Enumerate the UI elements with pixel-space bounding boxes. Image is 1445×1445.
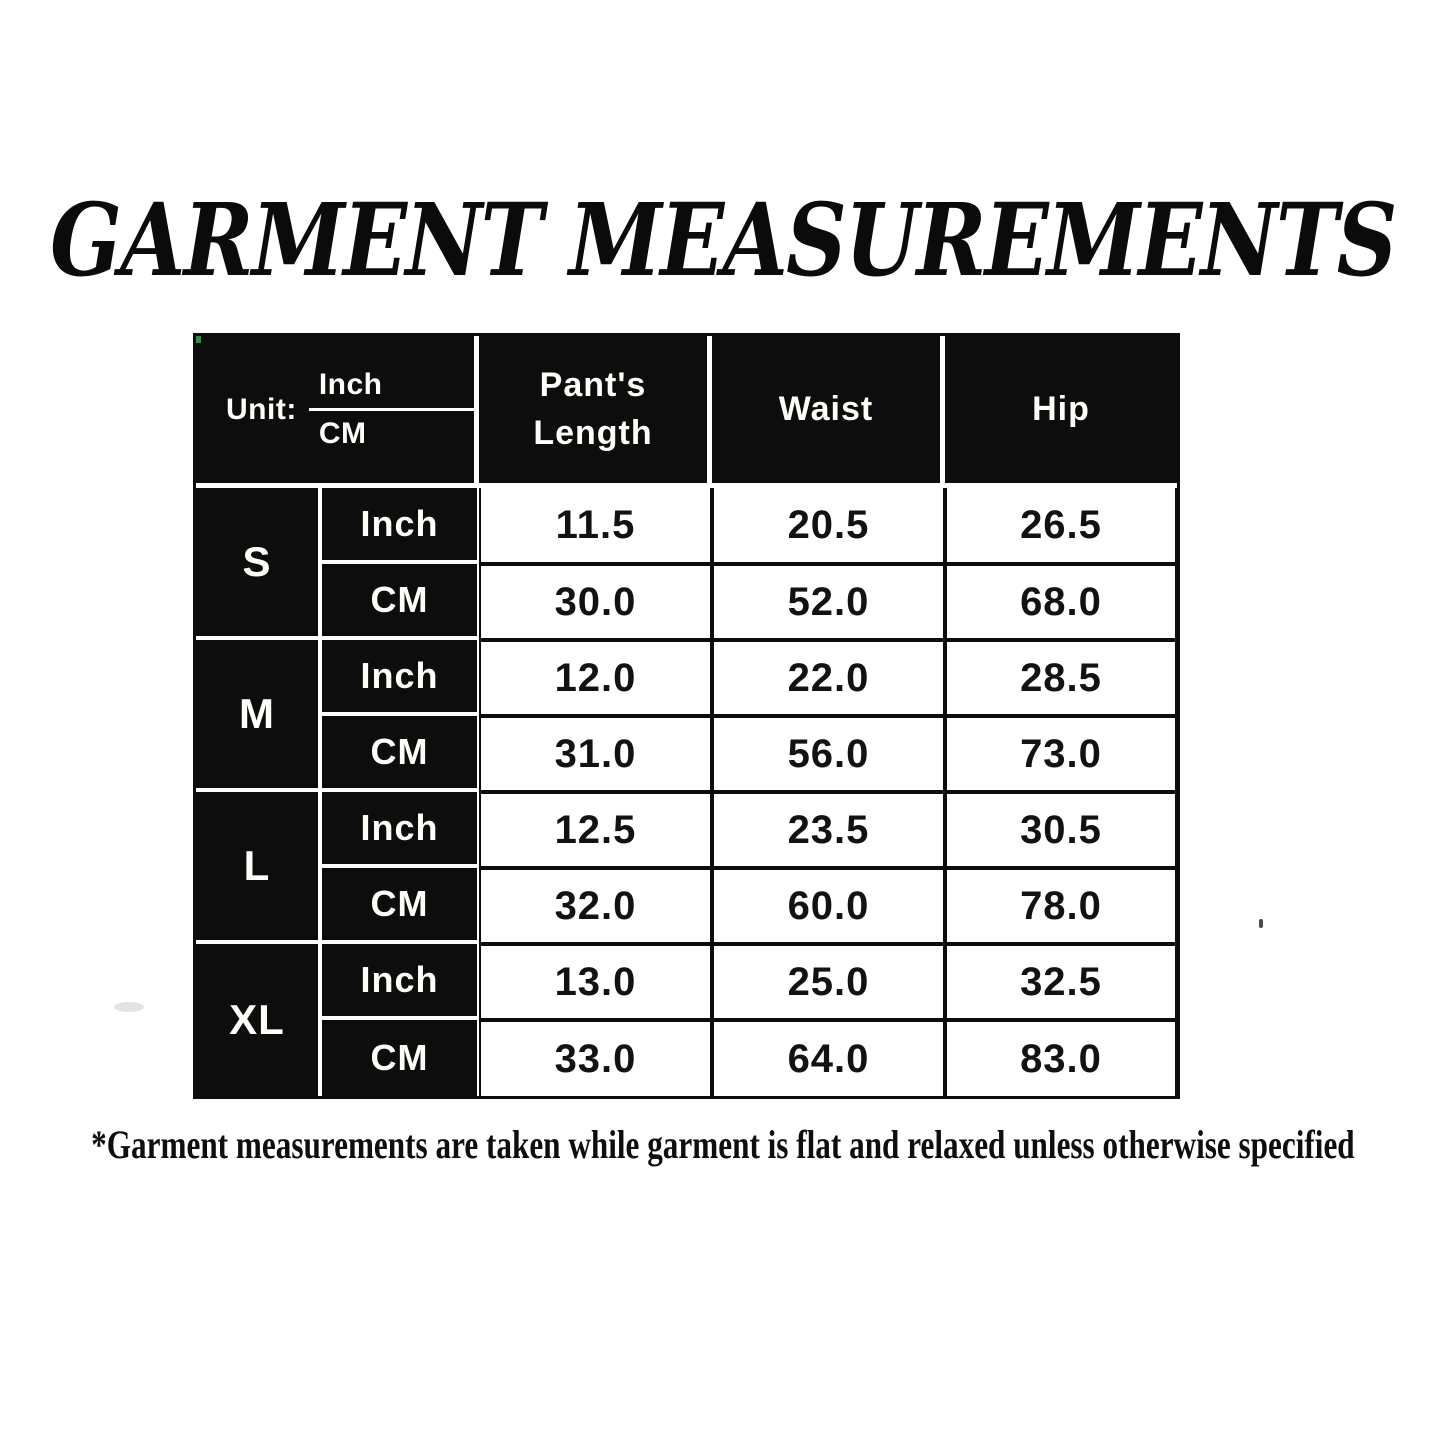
size-cell-m: M bbox=[196, 640, 322, 792]
measurement-cell: 60.0 bbox=[712, 868, 945, 944]
unit-fraction: Inch CM bbox=[308, 368, 474, 451]
title-row: GARMENT MEASUREMENTS bbox=[0, 181, 1445, 299]
footnote: *Garment measurements are taken while ga… bbox=[90, 1122, 1355, 1167]
measurement-cell: 68.0 bbox=[945, 564, 1177, 640]
unit-label-cm: CM bbox=[322, 1020, 479, 1096]
measurement-cell: 28.5 bbox=[945, 640, 1177, 716]
measurement-cell: 30.0 bbox=[479, 564, 712, 640]
garment-measurements-table: Unit: Inch CM Pant's Length Waist Hip S … bbox=[193, 333, 1180, 1099]
measurement-cell: 33.0 bbox=[479, 1020, 712, 1096]
unit-label-inch: Inch bbox=[322, 792, 479, 868]
measurement-cell: 64.0 bbox=[712, 1020, 945, 1096]
unit-label: Unit: bbox=[226, 392, 297, 426]
measurement-cell: 11.5 bbox=[479, 488, 712, 564]
footnote-row: *Garment measurements are taken while ga… bbox=[0, 1121, 1445, 1168]
measurement-cell: 31.0 bbox=[479, 716, 712, 792]
measurement-cell: 56.0 bbox=[712, 716, 945, 792]
unit-fraction-cm: CM bbox=[318, 417, 367, 450]
measurement-cell: 12.5 bbox=[479, 792, 712, 868]
measurement-cell: 52.0 bbox=[712, 564, 945, 640]
column-header-hip: Hip bbox=[945, 336, 1177, 488]
size-cell-l: L bbox=[196, 792, 322, 944]
column-header-waist: Waist bbox=[712, 336, 945, 488]
column-header-pants-length: Pant's Length bbox=[479, 336, 712, 488]
measurement-cell: 73.0 bbox=[945, 716, 1177, 792]
size-cell-s: S bbox=[196, 488, 322, 640]
measurement-cell: 83.0 bbox=[945, 1020, 1177, 1096]
unit-fraction-inch: Inch bbox=[308, 368, 474, 411]
measurement-cell: 32.5 bbox=[945, 944, 1177, 1020]
scan-artifact bbox=[196, 336, 201, 343]
unit-label-inch: Inch bbox=[322, 640, 479, 716]
unit-header-cell: Unit: Inch CM bbox=[196, 336, 479, 488]
measurement-cell: 20.5 bbox=[712, 488, 945, 564]
unit-label-cm: CM bbox=[322, 868, 479, 944]
unit-label-cm: CM bbox=[322, 564, 479, 640]
scan-artifact bbox=[114, 1002, 144, 1012]
measurement-cell: 78.0 bbox=[945, 868, 1177, 944]
measurement-cell: 23.5 bbox=[712, 792, 945, 868]
scan-artifact bbox=[1259, 919, 1263, 928]
measurement-cell: 13.0 bbox=[479, 944, 712, 1020]
unit-label-inch: Inch bbox=[322, 944, 479, 1020]
measurement-cell: 32.0 bbox=[479, 868, 712, 944]
measurement-cell: 25.0 bbox=[712, 944, 945, 1020]
measurement-cell: 22.0 bbox=[712, 640, 945, 716]
measurement-cell: 12.0 bbox=[479, 640, 712, 716]
measurement-cell: 26.5 bbox=[945, 488, 1177, 564]
measurement-cell: 30.5 bbox=[945, 792, 1177, 868]
unit-label-cm: CM bbox=[322, 716, 479, 792]
size-cell-xl: XL bbox=[196, 944, 322, 1096]
unit-label-inch: Inch bbox=[322, 488, 479, 564]
page-title: GARMENT MEASUREMENTS bbox=[49, 181, 1397, 299]
